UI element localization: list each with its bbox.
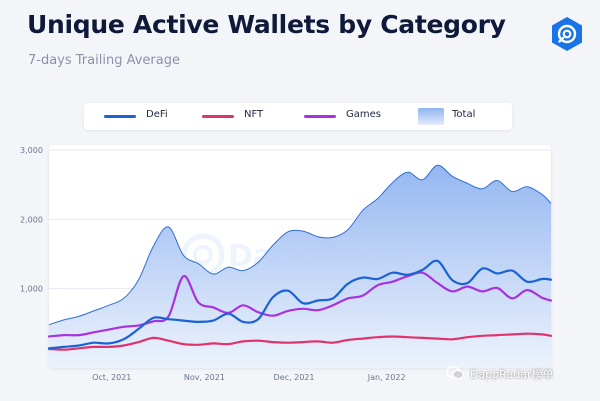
legend-label-defi: DeFi <box>146 109 168 120</box>
legend-swatch-total <box>418 108 444 125</box>
legend-label-total: Total <box>452 109 476 120</box>
series-total-line <box>48 164 552 326</box>
legend-label-games: Games <box>346 109 381 120</box>
area-layer <box>49 165 551 368</box>
legend-swatch-games <box>304 115 336 118</box>
legend-item-defi[interactable]: DeFi <box>104 103 194 130</box>
y-tick-label: 2,000 <box>20 215 43 224</box>
legend-item-games[interactable]: Games <box>304 103 404 130</box>
x-tick-label: Oct, 2021 <box>92 373 131 382</box>
dappradar-logo-icon <box>552 17 582 51</box>
legend-label-nft: NFT <box>244 109 264 120</box>
line-layer <box>47 164 553 351</box>
wechat-icon <box>446 366 464 380</box>
page-subtitle: 7-days Trailing Average <box>28 53 180 68</box>
series-games-line <box>47 271 553 338</box>
page-title: Unique Active Wallets by Category <box>27 10 506 39</box>
legend-swatch-nft <box>202 115 234 118</box>
x-tick-label: Jan, 2022 <box>367 373 406 382</box>
x-tick-label: Dec, 2021 <box>274 373 315 382</box>
series-total-area <box>49 165 551 368</box>
series-nft-line <box>47 332 553 351</box>
x-tick-label: Nov, 2021 <box>184 373 225 382</box>
wechat-account-mark: DappRadar榜单 <box>470 368 554 381</box>
legend-item-total[interactable]: Total <box>418 103 508 130</box>
legend-swatch-defi <box>104 115 136 118</box>
axis-layer: 1,000 2,000 3,000 Oct, 2021 Nov, 2021 Dec, 20… <box>20 146 406 382</box>
chart-legend: DeFi NFT Games Total <box>84 103 512 130</box>
legend-item-nft[interactable]: NFT <box>202 103 292 130</box>
y-tick-label: 1,000 <box>20 285 43 294</box>
watermark-icon-inner <box>193 245 213 265</box>
y-tick-label: 3,000 <box>20 146 43 155</box>
series-defi-line <box>47 259 553 350</box>
